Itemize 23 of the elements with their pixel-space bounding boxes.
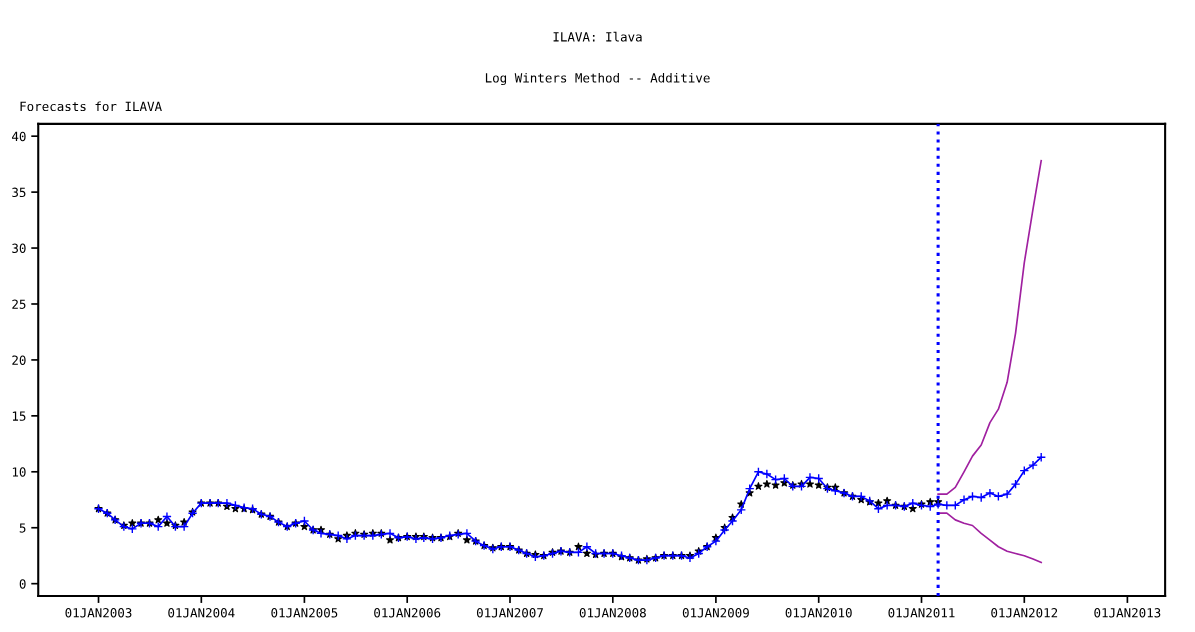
x-tick-label: 01JAN2011 <box>888 608 955 618</box>
y-tick-label: 25 <box>12 299 26 309</box>
chart-title: ILAVA: Ilava <box>553 31 642 42</box>
x-tick-label: 01JAN2008 <box>579 608 646 618</box>
chart-subtitle: Log Winters Method -- Additive <box>485 72 710 86</box>
x-tick-label: 01JAN2007 <box>476 608 543 618</box>
x-tick-label: 01JAN2009 <box>682 608 749 618</box>
x-tick-label: 01JAN2004 <box>168 608 235 618</box>
x-tick-label: 01JAN2010 <box>785 608 852 618</box>
y-tick-label: 40 <box>12 131 26 142</box>
x-tick-label: 01JAN2013 <box>1094 608 1161 618</box>
y-tick-label: 35 <box>12 187 26 198</box>
x-tick-label: 01JAN2006 <box>374 608 441 618</box>
y-axis-title: Forecasts for ILAVA <box>20 101 162 112</box>
y-tick-label: 10 <box>12 467 26 477</box>
y-tick-label: 15 <box>12 411 26 421</box>
y-tick-label: 20 <box>12 355 26 365</box>
x-tick-label: 01JAN2012 <box>991 608 1058 618</box>
y-tick-label: 30 <box>12 243 26 254</box>
y-tick-label: 5 <box>19 523 26 533</box>
y-tick-label: 0 <box>19 579 26 589</box>
x-tick-label: 01JAN2005 <box>271 608 338 618</box>
x-tick-label: 01JAN2003 <box>65 608 132 618</box>
